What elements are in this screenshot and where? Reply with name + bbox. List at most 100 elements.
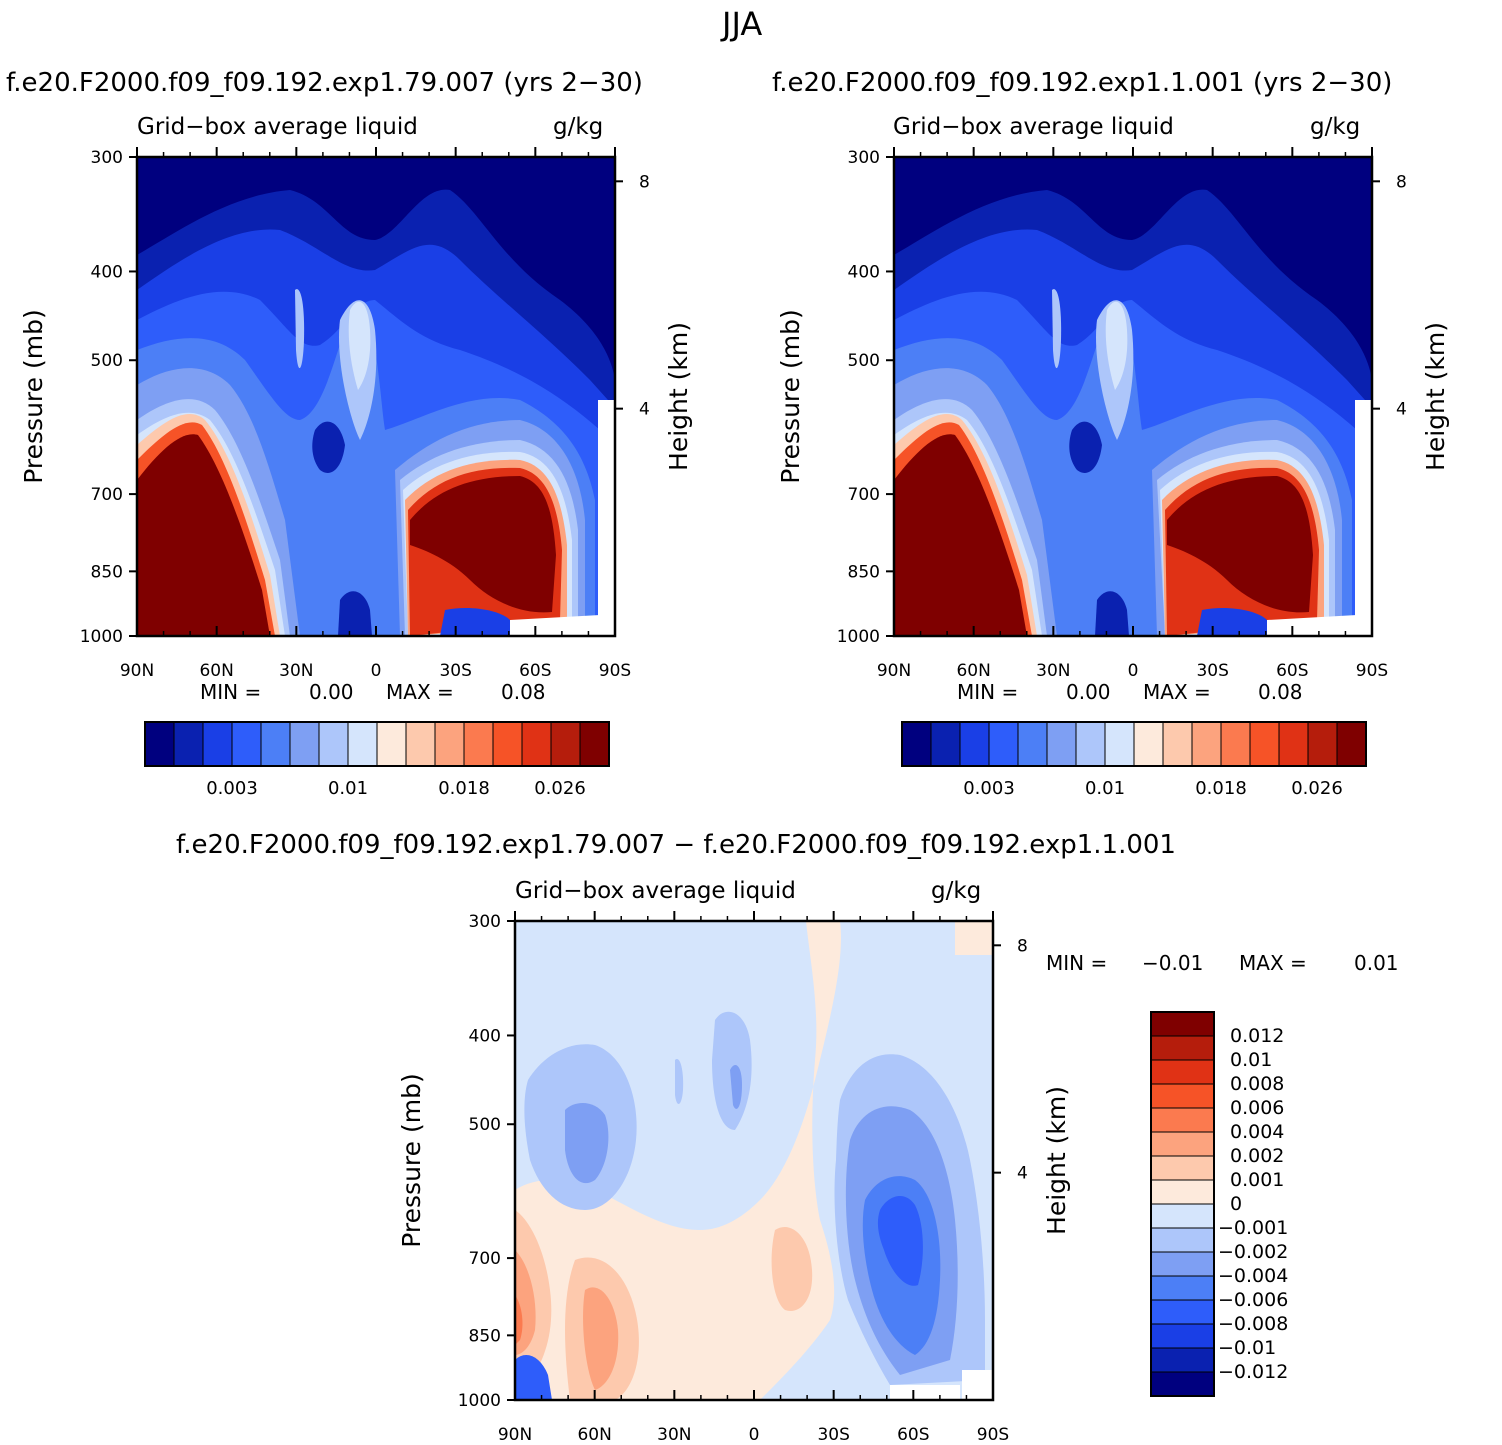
panel-c-colorbar-tick-label: 0 xyxy=(1230,1193,1242,1215)
panel-c-lat-tick-label: 30N xyxy=(657,1425,691,1445)
panel-b-colorbar-frame xyxy=(901,721,1367,767)
panel-b-colorbar-swatch xyxy=(1278,721,1309,767)
panel-c-colorbar-tick-label: −0.004 xyxy=(1218,1265,1288,1287)
panel-c-colorbar-swatch xyxy=(1150,1371,1215,1397)
panel-b-units: g/kg xyxy=(1310,114,1361,140)
panel-c-pressure-tick-label: 700 xyxy=(469,1249,501,1269)
panel-a-colorbar-swatch xyxy=(260,721,291,767)
panel-b-colorbar-swatch xyxy=(1104,721,1135,767)
panel-b-colorbar-swatch xyxy=(1017,721,1048,767)
panel-c-ylabel: Pressure (mb) xyxy=(397,1073,426,1247)
panel-c-pressure-tick-label: 400 xyxy=(469,1026,501,1046)
panel-b-colorbar-swatch xyxy=(1162,721,1193,767)
panel-c-colorbar-tick-label: −0.008 xyxy=(1218,1313,1288,1335)
panel-c-colorbar-tick-label: −0.001 xyxy=(1218,1217,1288,1239)
panel-c-colorbar-swatch xyxy=(1150,1203,1215,1229)
panel-b-min-label: MIN = xyxy=(957,680,1019,704)
panel-b-colorbar-swatch xyxy=(1336,721,1367,767)
panel-c-colorbar-swatch xyxy=(1150,1323,1215,1349)
panel-a-lat-tick-label: 90N xyxy=(120,661,154,681)
panel-c-colorbar-tick-label: 0.012 xyxy=(1230,1025,1284,1047)
panel-a-field xyxy=(137,157,615,636)
panel-a-colorbar-swatch xyxy=(318,721,349,767)
panel-b-pressure-tick-label: 700 xyxy=(848,485,880,505)
panel-b-max-label: MAX = xyxy=(1143,680,1211,704)
panel-c-colorbar-swatch xyxy=(1150,1299,1215,1325)
panel-b-colorbar-swatch xyxy=(1075,721,1106,767)
panel-b-colorbar-swatch xyxy=(930,721,961,767)
panel-c-colorbar-swatch xyxy=(1150,1347,1215,1373)
panel-c-max-label: MAX = xyxy=(1239,951,1307,975)
panel-c-lat-tick-label: 60S xyxy=(897,1425,929,1445)
panel-c-colorbar-swatch xyxy=(1150,1251,1215,1277)
panel-c-pressure-tick-label: 300 xyxy=(469,912,501,932)
panel-c-lat-tick-label: 0 xyxy=(749,1425,760,1445)
panel-b-pressure-tick-label: 300 xyxy=(848,148,880,168)
panel-b-lat-tick-label: 90S xyxy=(1356,661,1388,681)
panel-a-colorbar-tick-label: 0.026 xyxy=(534,778,586,799)
panel-a-units: g/kg xyxy=(553,114,604,140)
panel-c-ylabel-right: Height (km) xyxy=(1042,1086,1071,1235)
panel-a-colorbar-swatch xyxy=(376,721,407,767)
panel-c-colorbar-tick-label: 0.008 xyxy=(1230,1073,1284,1095)
panel-a-colorbar-swatch xyxy=(231,721,262,767)
panel-a-colorbar-swatch xyxy=(463,721,494,767)
panel-c-colorbar-tick-label: −0.01 xyxy=(1218,1337,1276,1359)
panel-a-max-value: 0.08 xyxy=(501,680,546,704)
panel-a-pressure-tick-label: 500 xyxy=(91,351,123,371)
panel-b-colorbar-swatch xyxy=(1191,721,1222,767)
panel-b-pressure-tick-label: 400 xyxy=(848,262,880,282)
panel-a-colorbar-swatch xyxy=(434,721,465,767)
panel-c-colorbar-tick-label: 0.004 xyxy=(1230,1121,1284,1143)
panel-c-lat-tick-label: 90N xyxy=(498,1425,532,1445)
panel-b-colorbar-swatch xyxy=(901,721,932,767)
panel-c-colorbar-swatch xyxy=(1150,1179,1215,1205)
panel-b-colorbar-swatch xyxy=(1249,721,1280,767)
panel-b-height-tick-label: 4 xyxy=(1396,400,1407,420)
panel-a-lat-tick-label: 60S xyxy=(519,661,551,681)
panel-b-colorbar-swatch xyxy=(1046,721,1077,767)
panel-c-pressure-tick-label: 500 xyxy=(469,1115,501,1135)
panel-b-colorbar-swatch xyxy=(1220,721,1251,767)
panel-a-colorbar-swatch xyxy=(550,721,581,767)
panel-b-height-tick-label: 8 xyxy=(1396,172,1407,192)
panel-c-colorbar-swatch xyxy=(1150,1107,1215,1133)
panel-c-colorbar-tick-label: 0.001 xyxy=(1230,1169,1284,1191)
panel-c-colorbar-tick-label: 0.006 xyxy=(1230,1097,1284,1119)
colorbar-layer: 0.003 0.01 0.018 0.026 0.003 0.01 0.018 0.0260.… xyxy=(144,721,1367,1397)
panel-c-colorbar-swatch xyxy=(1150,1059,1215,1085)
panel-b-case-title: f.e20.F2000.f09_f09.192.exp1.1.001 (yrs … xyxy=(772,68,1393,98)
panel-a-colorbar-swatch xyxy=(202,721,233,767)
panel-b-ylabel-right: Height (km) xyxy=(1421,322,1450,471)
panel-b-lat-tick-label: 60N xyxy=(956,661,990,681)
panel-a-colorbar-swatch xyxy=(144,721,175,767)
panel-a-case-title: f.e20.F2000.f09_f09.192.exp1.79.007 (yrs… xyxy=(6,68,643,98)
panel-c-pressure-tick-label: 850 xyxy=(469,1326,501,1346)
panel-c-colorbar-tick-label: −0.002 xyxy=(1218,1241,1288,1263)
panel-b-field xyxy=(894,157,1372,636)
panel-c-height-tick-label: 8 xyxy=(1017,936,1028,956)
panel-a-pressure-tick-label: 850 xyxy=(91,562,123,582)
panel-a-colorbar-swatch xyxy=(173,721,204,767)
panel-a-pressure-tick-label: 300 xyxy=(91,148,123,168)
panel-a-ylabel: Pressure (mb) xyxy=(19,309,48,483)
panel-b-max-value: 0.08 xyxy=(1258,680,1303,704)
panel-a-ylabel-right: Height (km) xyxy=(664,322,693,471)
panel-a-lat-tick-label: 90S xyxy=(599,661,631,681)
panel-b-colorbar-swatch xyxy=(1133,721,1164,767)
panel-c-colorbar-frame xyxy=(1150,1011,1215,1397)
panel-b-min-value: 0.00 xyxy=(1066,680,1111,704)
panel-c-colorbar-swatch xyxy=(1150,1011,1215,1037)
panel-a-colorbar-tick-label: 0.01 xyxy=(328,778,368,799)
panel-c-colorbar-swatch xyxy=(1150,1131,1215,1157)
panel-c-colorbar-swatch xyxy=(1150,1155,1215,1181)
panel-c-colorbar-tick-label: −0.006 xyxy=(1218,1289,1288,1311)
panel-a-min-label: MIN = xyxy=(200,680,262,704)
panel-c-colorbar-tick-label: −0.012 xyxy=(1218,1361,1288,1383)
panel-a-colorbar-swatch xyxy=(347,721,378,767)
panel-c-colorbar-swatch xyxy=(1150,1275,1215,1301)
panel-b-pressure-tick-label: 850 xyxy=(848,562,880,582)
panel-c-min-value: −0.01 xyxy=(1142,951,1204,975)
panel-a-colorbar-swatch xyxy=(579,721,610,767)
panel-a-colorbar-swatch xyxy=(405,721,436,767)
